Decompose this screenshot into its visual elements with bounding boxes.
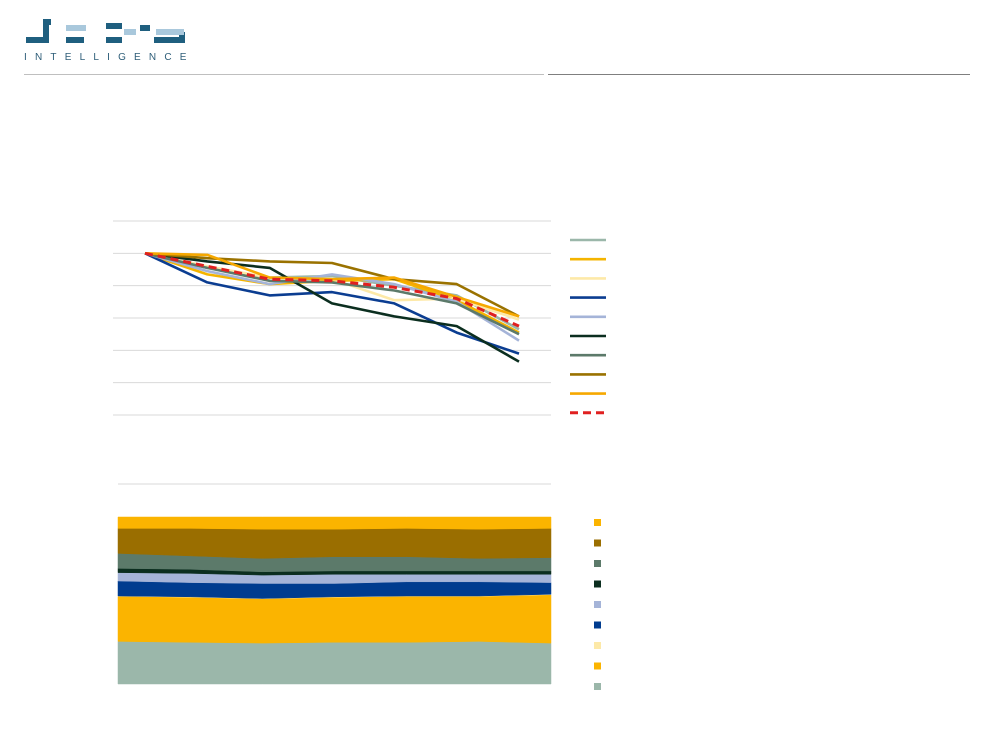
series-line-average bbox=[144, 251, 520, 328]
page-header: INTELLIGENCE bbox=[0, 0, 1000, 80]
area-chart-legend bbox=[594, 519, 601, 690]
series-line-5 bbox=[144, 252, 520, 342]
header-divider-right bbox=[548, 74, 970, 75]
series-line-4 bbox=[144, 252, 520, 355]
series-line-6 bbox=[144, 252, 520, 363]
legend-swatch-area-6 bbox=[594, 580, 601, 588]
legend-swatch-area-9 bbox=[594, 519, 601, 526]
series-line-7 bbox=[144, 252, 520, 336]
line-chart bbox=[113, 220, 606, 416]
line-chart-series bbox=[144, 251, 520, 363]
logo-letter-t bbox=[106, 23, 122, 43]
logo-letter-d bbox=[26, 19, 51, 43]
legend-swatch-area-1 bbox=[594, 683, 601, 690]
line-chart-legend bbox=[570, 238, 606, 415]
legend-swatch-area-7 bbox=[594, 560, 601, 567]
area-chart-series bbox=[117, 516, 552, 685]
area-band-8 bbox=[117, 528, 552, 559]
series-line-9 bbox=[144, 252, 520, 318]
legend-swatch-area-5 bbox=[594, 601, 601, 608]
legend-swatch-area-2 bbox=[594, 662, 601, 670]
line-chart-gridlines bbox=[113, 220, 551, 416]
series-line-8 bbox=[144, 252, 520, 318]
legend-swatch-area-3 bbox=[594, 642, 601, 649]
area-band-1 bbox=[117, 641, 552, 685]
data-intelligence-logo: INTELLIGENCE bbox=[24, 19, 192, 63]
area-band-9 bbox=[117, 516, 552, 530]
logo-accent-bars bbox=[66, 25, 184, 35]
area-band-2 bbox=[117, 594, 552, 644]
logo-tagline: INTELLIGENCE bbox=[24, 52, 192, 63]
legend-swatch-area-8 bbox=[594, 539, 601, 547]
legend-swatch-area-4 bbox=[594, 621, 601, 629]
header-divider-left bbox=[24, 74, 544, 75]
